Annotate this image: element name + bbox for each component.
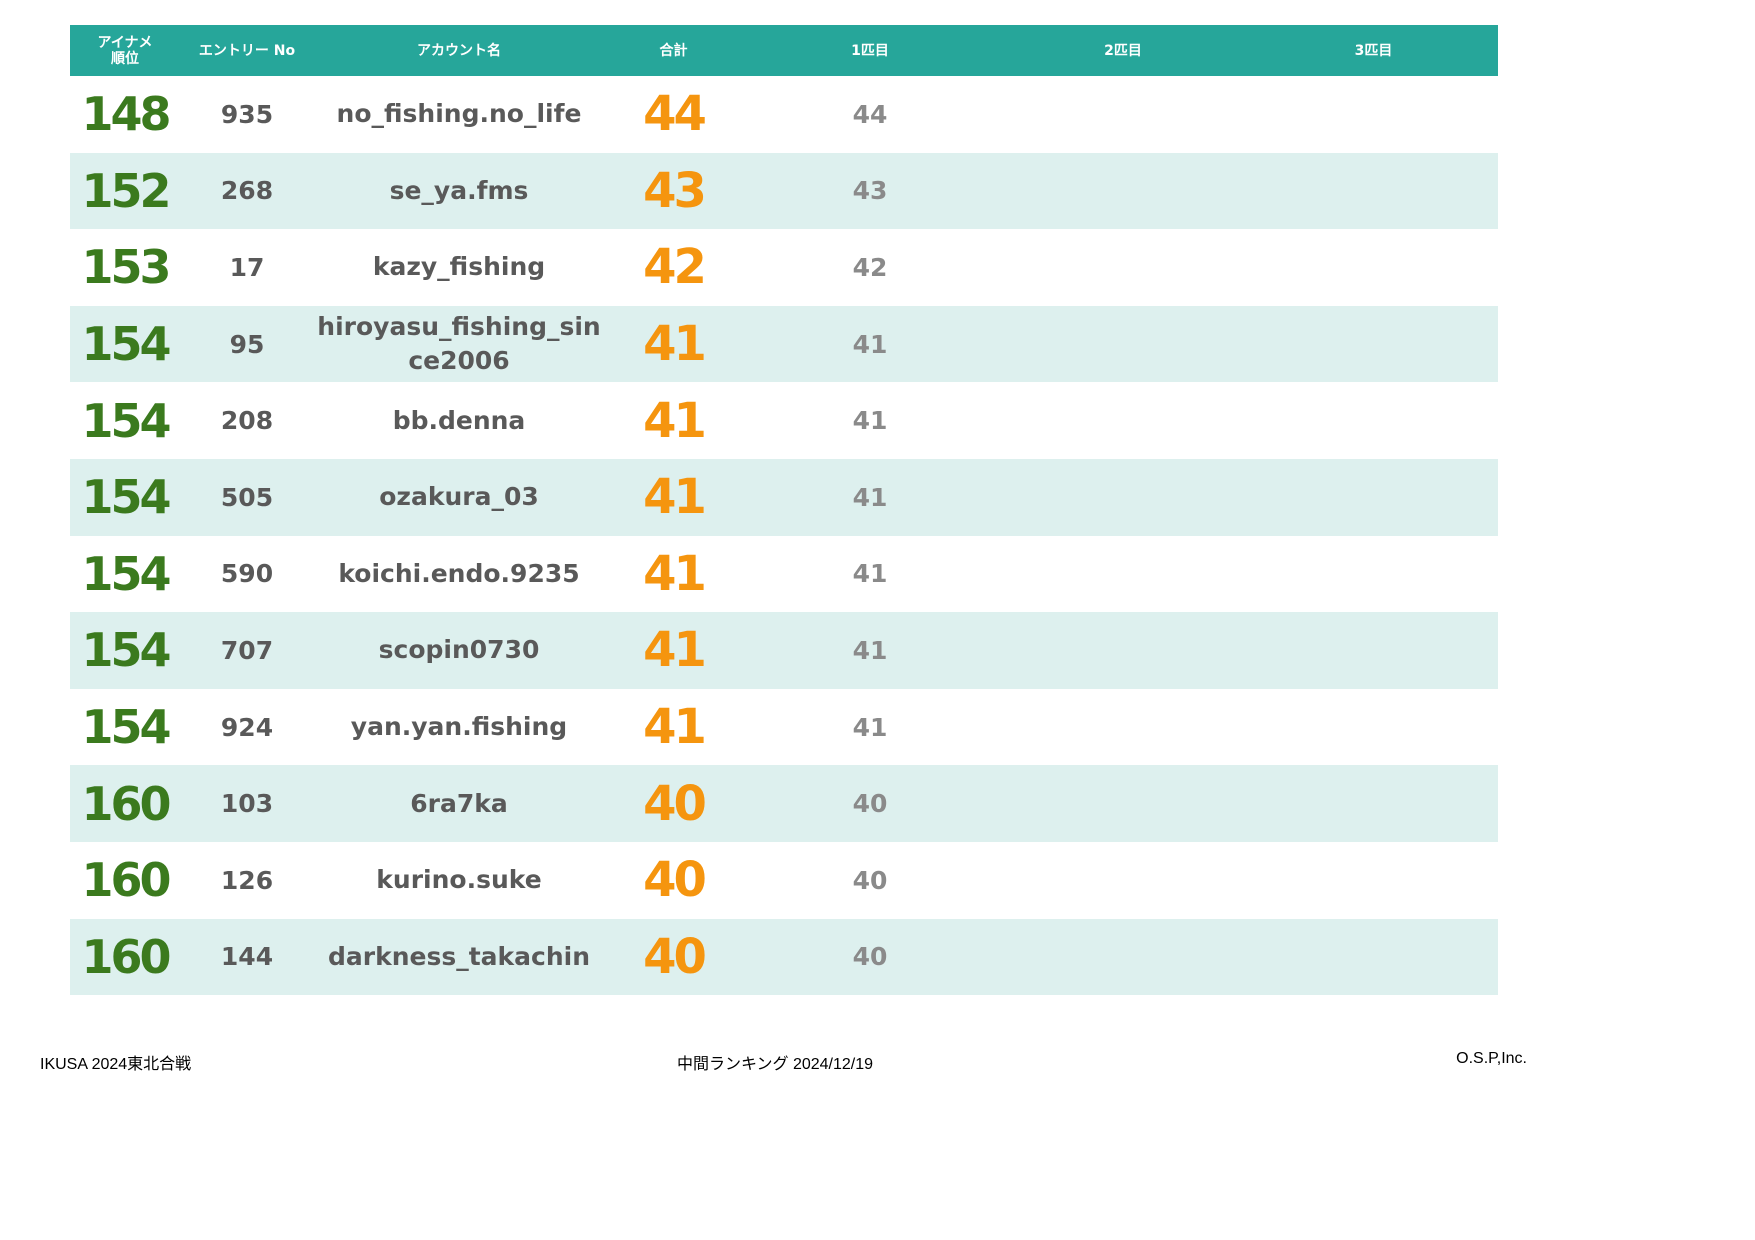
total-value: 40: [643, 852, 707, 909]
rank-value: 154: [81, 623, 171, 678]
total-value: 41: [643, 316, 707, 373]
fish1-value: 44: [852, 99, 888, 129]
entry-number: 935: [220, 99, 274, 129]
table-row: 160 103 6ra7ka 40 40: [70, 765, 1498, 842]
rank-value: 160: [81, 776, 171, 831]
header-fish1: 1匹目: [851, 42, 889, 59]
account-name: yan.yan.fishing: [350, 712, 568, 742]
table-row: 160 144 darkness_takachin 40 40: [70, 918, 1498, 996]
rank-value: 152: [81, 163, 171, 218]
table-body: 148 935 no_fishing.no_life 44 44 152 268…: [70, 76, 1498, 996]
account-name: hiroyasu_fishing_since2006: [317, 312, 601, 376]
total-value: 40: [643, 928, 707, 985]
table-header: アイナメ 順位 エントリー No アカウント名 合計 1匹目 2匹目 3匹目: [70, 25, 1498, 76]
account-name: 6ra7ka: [410, 788, 508, 818]
account-name: bb.denna: [392, 405, 526, 435]
total-value: 44: [643, 86, 707, 143]
fish1-value: 41: [852, 329, 888, 359]
header-account: アカウント名: [417, 42, 501, 59]
total-value: 41: [643, 622, 707, 679]
account-name: ozakura_03: [379, 482, 539, 512]
total-value: 43: [643, 162, 707, 219]
entry-number: 268: [220, 176, 274, 206]
table-row: 154 208 bb.denna 41 41: [70, 382, 1498, 459]
account-name: se_ya.fms: [389, 175, 529, 205]
account-name: kazy_fishing: [372, 252, 546, 282]
account-name: darkness_takachin: [327, 941, 591, 971]
fish1-value: 40: [852, 942, 888, 972]
entry-number: 17: [229, 252, 265, 282]
entry-number: 103: [220, 789, 274, 819]
footer-company: O.S.P,Inc.: [1456, 1050, 1527, 1067]
fish1-value: 40: [852, 789, 888, 819]
entry-number: 126: [220, 865, 274, 895]
total-value: 40: [643, 775, 707, 832]
rank-value: 154: [81, 546, 171, 601]
rank-value: 148: [81, 87, 171, 142]
header-rank-label-2: 順位: [111, 50, 139, 67]
fish1-value: 42: [852, 252, 888, 282]
fish1-value: 41: [852, 482, 888, 512]
footer-event-name: IKUSA 2024東北合戦: [40, 1056, 192, 1073]
total-value: 41: [643, 392, 707, 449]
account-name: no_fishing.no_life: [336, 99, 582, 129]
fish1-value: 41: [852, 635, 888, 665]
rank-value: 154: [81, 470, 171, 525]
entry-number: 707: [220, 635, 274, 665]
total-value: 41: [643, 469, 707, 526]
fish1-value: 41: [852, 406, 888, 436]
footer-report-title: 中間ランキング 2024/12/19: [677, 1056, 874, 1073]
entry-number: 144: [220, 942, 274, 972]
header-rank-label: アイナメ: [97, 34, 153, 51]
rank-value: 154: [81, 393, 171, 448]
table-row: 154 590 koichi.endo.9235 41 41: [70, 536, 1498, 613]
header-fish2: 2匹目: [1104, 42, 1142, 59]
entry-number: 590: [220, 559, 274, 589]
rank-value: 160: [81, 853, 171, 908]
header-fish3: 3匹目: [1354, 42, 1393, 59]
table-row: 154 707 scopin0730 41 41: [70, 612, 1498, 689]
header-rank: アイナメ 順位: [70, 25, 180, 76]
table-row: 154 924 yan.yan.fishing 41 41: [70, 689, 1498, 766]
table-row: 154 95 hiroyasu_fishing_since2006 41 41: [70, 305, 1498, 383]
account-name: scopin0730: [378, 635, 540, 665]
account-name: kurino.suke: [376, 865, 542, 895]
fish1-value: 41: [852, 559, 888, 589]
fish1-value: 43: [852, 176, 888, 206]
rank-value: 153: [81, 240, 171, 295]
entry-number: 95: [229, 329, 265, 359]
table-row: 160 126 kurino.suke 40 40: [70, 842, 1498, 919]
fish1-value: 41: [852, 712, 888, 742]
entry-number: 924: [220, 712, 274, 742]
rank-value: 154: [81, 317, 171, 372]
entry-number: 208: [220, 406, 274, 436]
account-name: koichi.endo.9235: [338, 558, 580, 588]
total-value: 42: [643, 239, 707, 296]
total-value: 41: [643, 545, 707, 602]
ranking-table: アイナメ 順位 エントリー No アカウント名 合計 1匹目 2匹目 3匹目 1…: [70, 25, 1498, 996]
table-row: 148 935 no_fishing.no_life 44 44: [70, 76, 1498, 153]
entry-number: 505: [220, 482, 274, 512]
fish1-value: 40: [852, 865, 888, 895]
header-entry: エントリー No: [198, 42, 296, 59]
total-value: 41: [643, 699, 707, 756]
table-row: 154 505 ozakura_03 41 41: [70, 458, 1498, 536]
table-row: 152 268 se_ya.fms 43 43: [70, 152, 1498, 230]
rank-value: 160: [81, 929, 171, 984]
rank-value: 154: [81, 700, 171, 755]
header-total: 合計: [659, 42, 688, 59]
table-row: 153 17 kazy_fishing 42 42: [70, 229, 1498, 306]
